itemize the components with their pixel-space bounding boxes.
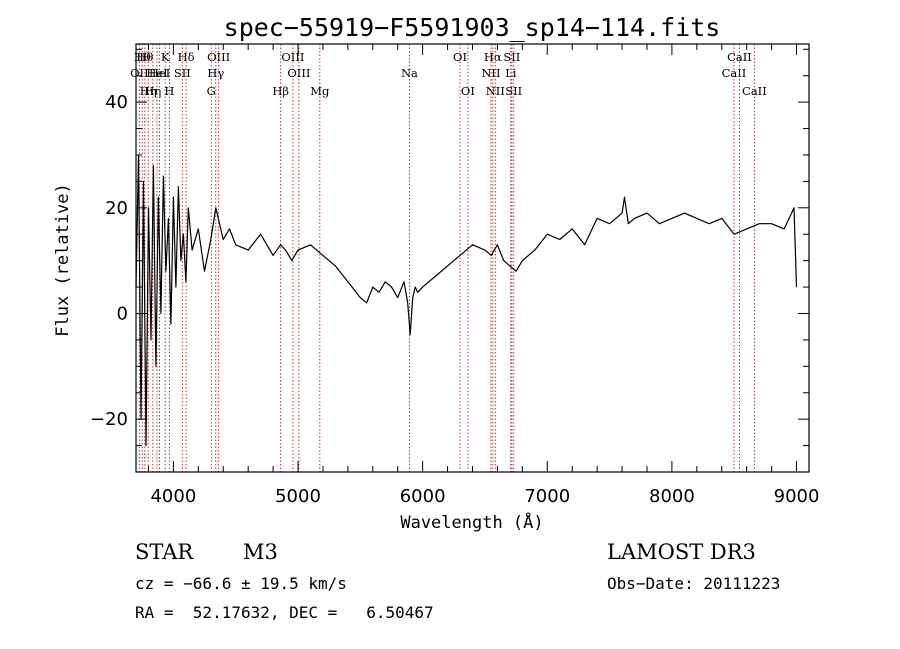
- line-label-OIII: OIII: [207, 50, 230, 64]
- x-tick-label: 7000: [524, 486, 570, 507]
- object-subclass: M3: [243, 540, 278, 564]
- line-label-HeI: HeI: [149, 66, 170, 80]
- y-tick-label: 40: [105, 92, 128, 113]
- line-label-CaII: CaII: [727, 50, 752, 64]
- x-tick-label: 6000: [400, 486, 446, 507]
- plot-area: OIIHθHθHηHηHeIHeIKHSIIHδGHγOIIIHβOIIIOII…: [90, 43, 820, 507]
- line-label-OIII: OIII: [281, 50, 304, 64]
- line-label-SII: SII: [505, 84, 522, 98]
- chart-title: spec−55919−F5591903_sp14−114.fits: [224, 13, 721, 42]
- line-label-HeI: HeI: [146, 66, 167, 80]
- x-tick-label: 4000: [150, 486, 196, 507]
- x-tick-label: 9000: [774, 486, 820, 507]
- line-label-Na: Na: [401, 66, 418, 80]
- obs-date: Obs−Date: 20111223: [607, 574, 781, 593]
- line-label-G: G: [207, 84, 216, 98]
- flux-series-line: [135, 154, 798, 447]
- object-class: STAR: [135, 540, 194, 564]
- line-label-Hδ: Hδ: [178, 50, 195, 64]
- x-axis-label: Wavelength (Å): [400, 511, 543, 533]
- survey-name: LAMOST DR3: [607, 540, 756, 564]
- line-label-Hθ: Hθ: [134, 50, 151, 64]
- y-axis-ticks: −20 0 20 40: [90, 48, 809, 447]
- line-label-Hθ: Hθ: [136, 50, 153, 64]
- y-tick-label: 20: [105, 198, 128, 219]
- y-tick-label: −20: [90, 409, 128, 430]
- line-label-OI: OI: [461, 84, 475, 98]
- line-label-CaII: CaII: [722, 66, 747, 80]
- line-label-Mg: Mg: [310, 84, 330, 98]
- line-label-SII: SII: [174, 66, 191, 80]
- line-label-OI: OI: [453, 50, 467, 64]
- spectral-line-markers: OIIHθHθHηHηHeIHeIKHSIIHδGHγOIIIHβOIIIOII…: [130, 44, 767, 472]
- plot-frame: [135, 43, 810, 473]
- line-label-NII: NII: [486, 84, 505, 98]
- line-label-Hβ: Hβ: [272, 84, 289, 98]
- ra-dec-coords: RA = 52.17632, DEC = 6.50467: [135, 603, 434, 622]
- line-label-Hγ: Hγ: [207, 66, 224, 80]
- line-label-OII: OII: [130, 66, 149, 80]
- y-axis-label: Flux (relative): [53, 183, 73, 337]
- x-tick-label: 5000: [275, 486, 321, 507]
- line-label-CaII: CaII: [742, 84, 767, 98]
- y-tick-label: 0: [117, 303, 128, 324]
- line-label-NII: NII: [481, 66, 500, 80]
- redshift-cz: cz = −66.6 ± 19.5 km/s: [135, 574, 347, 593]
- line-label-Li: Li: [505, 66, 517, 80]
- x-tick-label: 8000: [649, 486, 695, 507]
- line-label-Hα: Hα: [484, 50, 502, 64]
- line-label-SII: SII: [503, 50, 520, 64]
- line-label-Hη: Hη: [144, 84, 161, 98]
- line-label-OIII: OIII: [287, 66, 310, 80]
- line-label-H: H: [164, 84, 174, 98]
- x-axis-ticks: 4000 5000 6000 7000 8000 9000: [147, 44, 820, 507]
- line-label-K: K: [161, 50, 170, 64]
